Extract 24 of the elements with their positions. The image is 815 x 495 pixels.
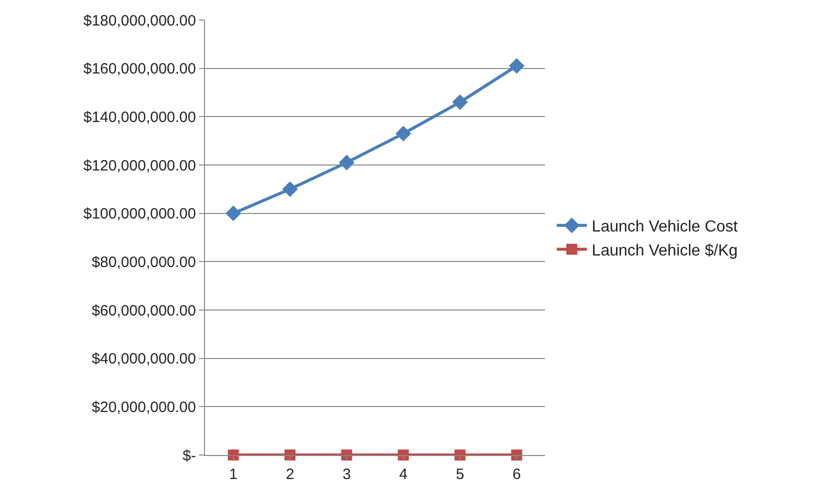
legend-label: Launch Vehicle $/Kg: [592, 242, 738, 260]
x-tick-label: 2: [286, 466, 294, 483]
x-tick-label: 5: [456, 466, 464, 483]
x-tick-label: 1: [229, 466, 238, 483]
y-tick-label: $80,000,000.00: [92, 254, 196, 271]
point: [282, 181, 298, 197]
point: [226, 206, 242, 222]
y-tick-label: $120,000,000.00: [83, 157, 196, 174]
y-tick-label: $-: [182, 447, 196, 464]
x-tick-label: 4: [399, 466, 408, 483]
legend-label: Launch Vehicle Cost: [592, 218, 738, 236]
y-tick-label: $40,000,000.00: [92, 350, 196, 368]
x-tick-label: 3: [342, 466, 351, 483]
point: [508, 58, 524, 74]
y-tick-label: $160,000,000.00: [83, 60, 196, 78]
y-tick-label: $180,000,000.00: [83, 12, 196, 30]
y-tick-label: $100,000,000.00: [83, 206, 196, 223]
y-tick-label: $60,000,000.00: [92, 302, 196, 320]
y-tick-label: $140,000,000.00: [83, 108, 196, 126]
point: [338, 154, 354, 170]
point: [396, 126, 412, 142]
point: [452, 94, 468, 110]
y-tick-label: $20,000,000.00: [92, 398, 196, 416]
x-tick-label: 6: [512, 466, 521, 483]
